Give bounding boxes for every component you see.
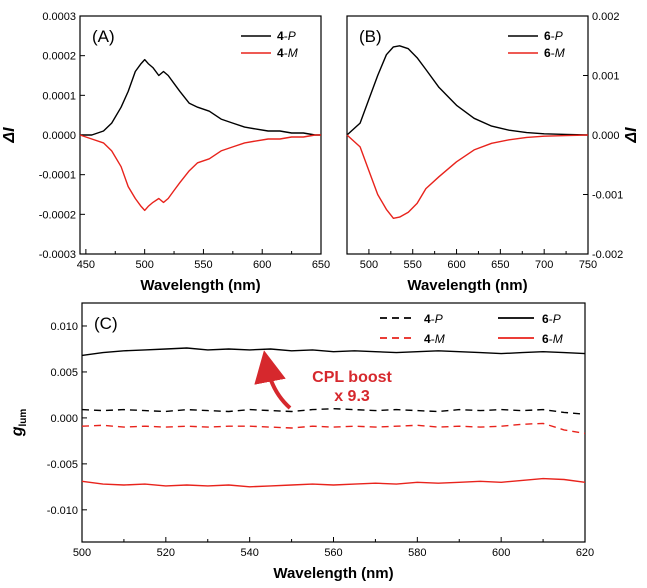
x-tick-label: 750 bbox=[579, 259, 597, 271]
legend-label-6-M: 6-M bbox=[542, 332, 563, 346]
y-tick-label: 0.0003 bbox=[42, 11, 76, 23]
panel-b: 500 550 600 650 700 750-0.002 -0.001 0.000 0.001… bbox=[346, 11, 640, 294]
y-tick-label: 0.0002 bbox=[42, 51, 76, 63]
x-tick-label: 650 bbox=[312, 259, 330, 271]
y-tick-label: -0.0001 bbox=[39, 170, 76, 182]
x-tick-label: 560 bbox=[324, 547, 342, 559]
x-tick-label: 620 bbox=[576, 547, 594, 559]
series-line-4-M bbox=[79, 134, 321, 212]
x-axis-label: Wavelength (nm) bbox=[140, 277, 260, 294]
boost-arrow bbox=[254, 350, 292, 410]
series-line-6-P bbox=[81, 347, 586, 357]
y-tick-label: 0.002 bbox=[592, 11, 620, 23]
y-tick-label: -0.005 bbox=[47, 459, 78, 471]
legend-label-6-P: 6-P bbox=[544, 29, 563, 43]
x-tick-label: 580 bbox=[408, 547, 426, 559]
y-tick-label: -0.002 bbox=[592, 249, 623, 261]
panel-c: 500 520 540 560 580 600 620 -0.010 -0.005 0.000 0.… bbox=[9, 302, 594, 582]
panel-label: (B) bbox=[359, 27, 382, 46]
y-axis-label: ΔI bbox=[623, 127, 640, 144]
panel-a: 450 500 550 600 650 -0.0003 -0.0002 -0.0001 0.00… bbox=[1, 11, 330, 294]
series-line-4-P bbox=[80, 58, 321, 136]
x-axis-label: Wavelength (nm) bbox=[273, 565, 393, 582]
legend-label-4-P: 4-P bbox=[277, 29, 296, 43]
annotation-line1: CPL boost bbox=[312, 369, 392, 386]
annotation-line2: x 9.3 bbox=[334, 388, 370, 405]
x-tick-label: 550 bbox=[194, 259, 212, 271]
x-tick-label: 550 bbox=[404, 259, 422, 271]
y-axis-label: glum bbox=[9, 409, 29, 438]
x-tick-label: 500 bbox=[135, 259, 153, 271]
legend-label-4-M: 4-M bbox=[424, 332, 445, 346]
x-tick-label: 540 bbox=[240, 547, 258, 559]
x-tick-label: 500 bbox=[73, 547, 91, 559]
y-tick-label: 0.000 bbox=[50, 413, 78, 425]
y-tick-label: 0.000 bbox=[592, 130, 620, 142]
y-tick-label: -0.0003 bbox=[39, 249, 76, 261]
series-line-6-M bbox=[81, 477, 586, 488]
y-tick-label: 0.005 bbox=[50, 367, 78, 379]
panel-label: (C) bbox=[94, 314, 118, 333]
legend-label-4-P: 4-P bbox=[424, 312, 443, 326]
series-line-4-M bbox=[81, 422, 586, 435]
series-line-4-P bbox=[81, 408, 586, 415]
x-tick-label: 700 bbox=[535, 259, 553, 271]
y-tick-label: -0.001 bbox=[592, 190, 623, 202]
x-tick-label: 500 bbox=[360, 259, 378, 271]
y-tick-label: -0.010 bbox=[47, 505, 78, 517]
panel-label: (A) bbox=[92, 27, 115, 46]
y-tick-label: 0.0001 bbox=[42, 90, 76, 102]
y-tick-label: 0.0000 bbox=[42, 130, 76, 142]
y-tick-label: 0.010 bbox=[50, 321, 78, 333]
y-tick-label: -0.0002 bbox=[39, 209, 76, 221]
x-tick-label: 600 bbox=[447, 259, 465, 271]
legend-label-6-P: 6-P bbox=[542, 312, 561, 326]
y-tick-label: 0.001 bbox=[592, 71, 620, 83]
x-tick-label: 650 bbox=[491, 259, 509, 271]
series-line-6-M bbox=[346, 134, 589, 220]
x-tick-label: 600 bbox=[492, 547, 510, 559]
x-tick-label: 600 bbox=[253, 259, 271, 271]
legend-label-6-M: 6-M bbox=[544, 46, 565, 60]
x-tick-label: 520 bbox=[157, 547, 175, 559]
y-axis-label: ΔI bbox=[1, 127, 18, 144]
series-line-6-P bbox=[346, 45, 589, 136]
x-axis-label: Wavelength (nm) bbox=[407, 277, 527, 294]
legend-label-4-M: 4-M bbox=[277, 46, 298, 60]
x-tick-label: 450 bbox=[77, 259, 95, 271]
